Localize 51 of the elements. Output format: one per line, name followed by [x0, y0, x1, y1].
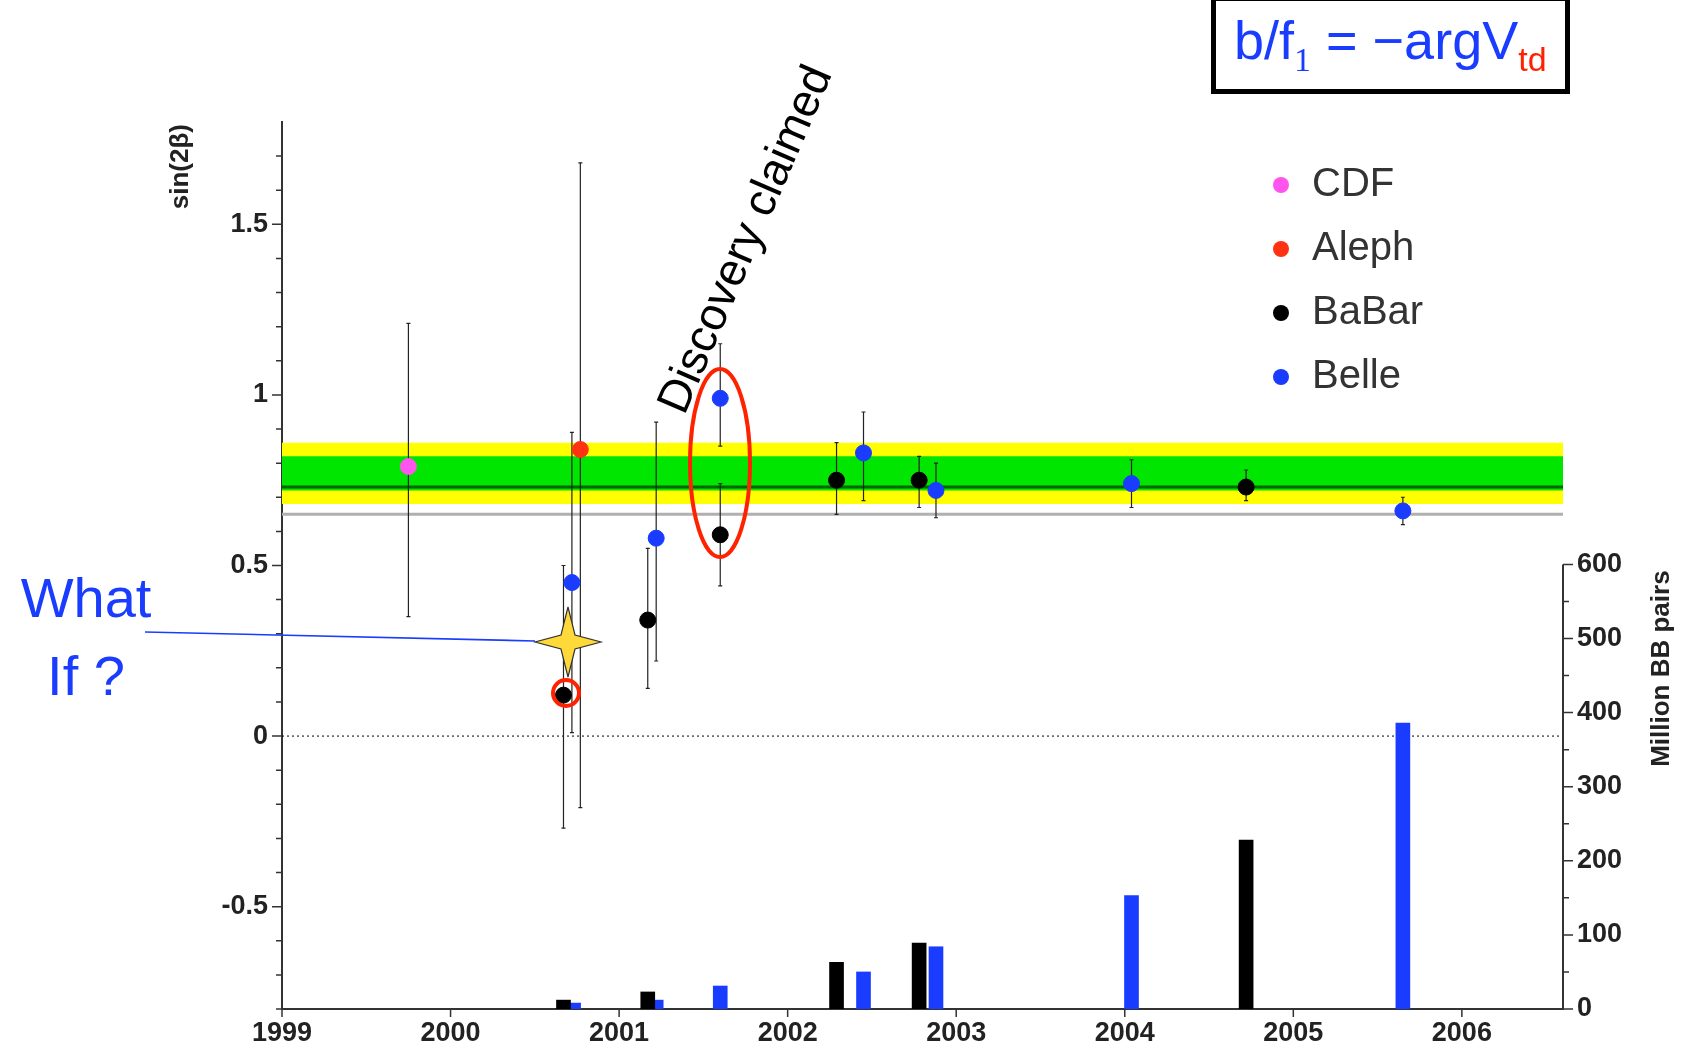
bar — [556, 999, 571, 1009]
point — [855, 444, 873, 462]
text: b/f$_{1}$ = −argV$_{td}$ — [1211, 0, 1570, 94]
point — [711, 526, 729, 544]
legend-label: Belle — [1312, 352, 1401, 397]
y-tick-label: 0.5 — [230, 548, 268, 579]
bar — [928, 946, 944, 1009]
y-tick-label: 1 — [252, 378, 268, 409]
point — [647, 529, 665, 547]
point — [1123, 475, 1141, 493]
bar — [856, 971, 871, 1009]
point — [910, 471, 928, 489]
x-tick-label: 2006 — [1431, 1016, 1492, 1047]
bar — [712, 985, 728, 1009]
y2-tick-label: 400 — [1577, 696, 1623, 727]
legend-label: Aleph — [1312, 224, 1415, 269]
point — [639, 611, 657, 629]
y-tick-label: 0 — [252, 719, 268, 750]
point — [927, 481, 945, 499]
bar — [1395, 722, 1411, 1009]
bar — [911, 942, 927, 1009]
x-tick-label: 2001 — [589, 1016, 650, 1047]
point — [1394, 502, 1412, 520]
bar — [1124, 895, 1139, 1009]
legend-label: CDF — [1312, 160, 1395, 205]
y2-tick-label: 600 — [1577, 547, 1623, 578]
x-tick-label: 2000 — [420, 1016, 481, 1047]
x-tick-label: 2003 — [926, 1016, 987, 1047]
y-tick-label: -0.5 — [221, 890, 268, 921]
bar — [829, 961, 844, 1009]
y-axis-title: sin(2β) — [164, 124, 195, 210]
bar — [1238, 839, 1254, 1009]
point — [1237, 478, 1255, 496]
y-tick-label: 1.5 — [230, 207, 268, 238]
point — [828, 471, 846, 489]
y2-tick-label: 100 — [1577, 918, 1623, 949]
x-tick-label: 2004 — [1094, 1016, 1155, 1047]
x-tick-label: 1999 — [251, 1016, 313, 1047]
point — [571, 441, 589, 459]
y2-tick-label: 500 — [1577, 621, 1623, 652]
y2-axis-title: Million BB pairs — [1645, 570, 1676, 767]
bar — [640, 991, 656, 1009]
x-tick-label: 2002 — [757, 1016, 818, 1047]
legend-label: BaBar — [1312, 288, 1424, 333]
y2-tick-label: 0 — [1577, 992, 1593, 1023]
y2-tick-label: 200 — [1577, 844, 1623, 875]
text: What If ? — [20, 566, 152, 707]
y2-tick-label: 300 — [1577, 770, 1623, 801]
x-tick-label: 2005 — [1263, 1016, 1324, 1047]
point — [563, 574, 581, 592]
point — [399, 458, 417, 476]
